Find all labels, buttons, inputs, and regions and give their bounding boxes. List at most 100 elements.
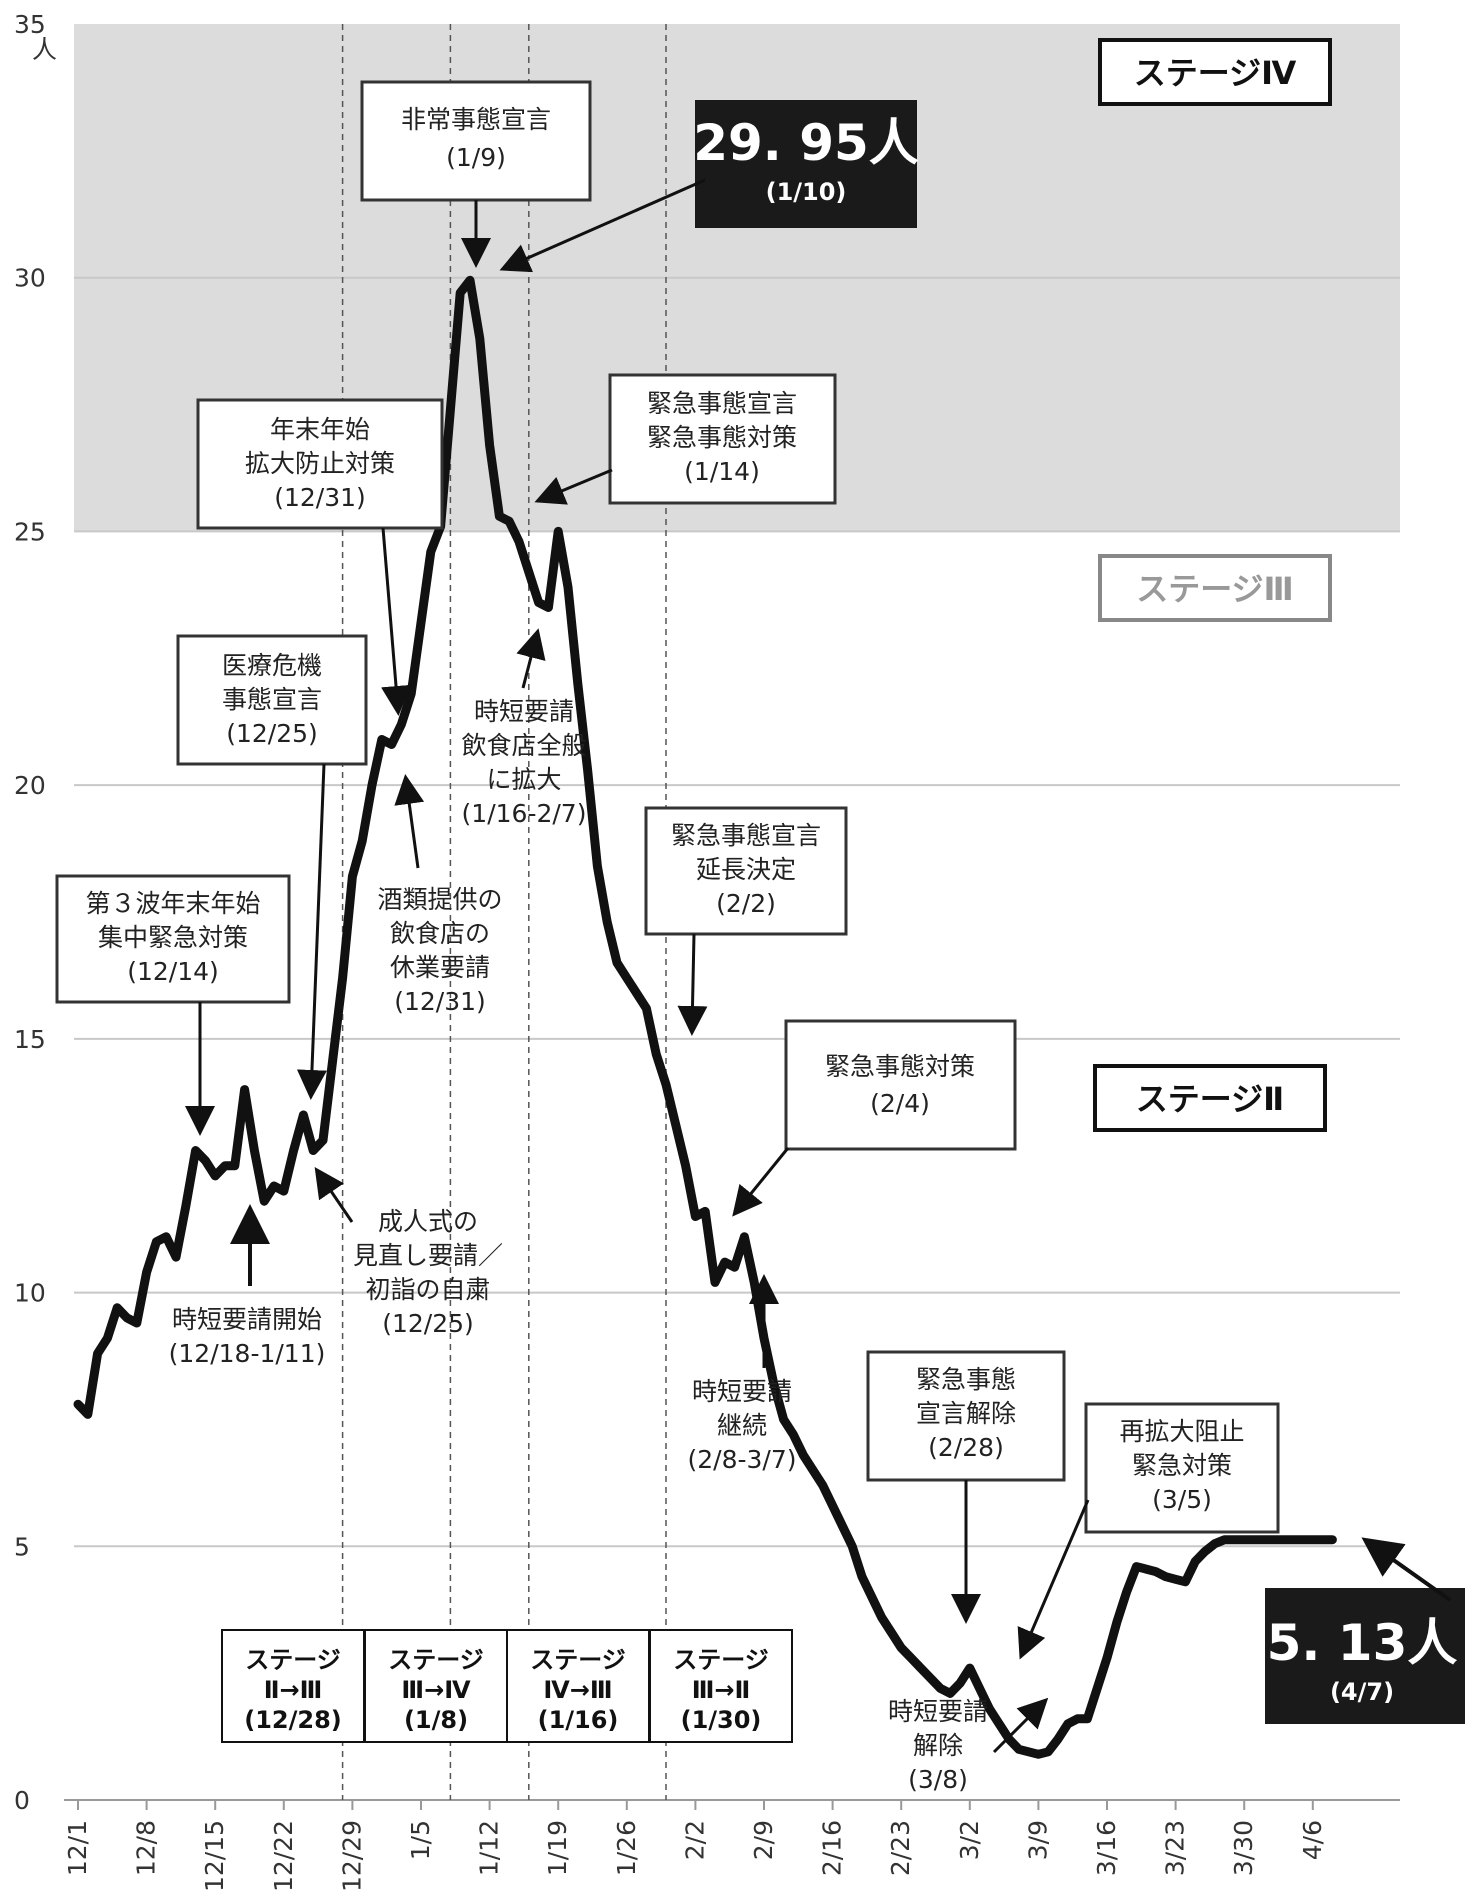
svg-text:(2/2): (2/2) xyxy=(716,889,776,918)
medical-crisis-arrow xyxy=(296,763,327,1100)
emergency-measures-arrow xyxy=(732,1147,790,1217)
y-tick-label: 30 xyxy=(14,264,46,293)
series-point xyxy=(449,409,451,411)
transition-stages: Ⅳ→Ⅲ xyxy=(543,1676,612,1704)
series-point xyxy=(557,530,559,532)
y-tick-label: 10 xyxy=(14,1279,46,1308)
x-tick-label: 1/26 xyxy=(612,1820,641,1876)
x-tick-label: 3/30 xyxy=(1229,1820,1258,1876)
svg-text:時短要請: 時短要請 xyxy=(474,697,574,726)
svg-text:第３波年末年始: 第３波年末年始 xyxy=(85,889,260,918)
series-point xyxy=(645,1007,647,1009)
x-tick-label: 2/23 xyxy=(886,1820,915,1876)
series-point xyxy=(234,1165,236,1167)
svg-text:(4/7): (4/7) xyxy=(1330,1678,1394,1706)
x-tick-label: 3/23 xyxy=(1161,1820,1190,1876)
series-point xyxy=(1175,1578,1177,1580)
series-point xyxy=(528,571,530,573)
series-point xyxy=(773,1383,775,1385)
series-point xyxy=(949,1692,951,1694)
y-tick-label: 20 xyxy=(14,771,46,800)
series-points xyxy=(77,279,1333,1755)
svg-text:飲食店の: 飲食店の xyxy=(390,919,490,948)
series-point xyxy=(1165,1576,1167,1578)
svg-text:年末年始: 年末年始 xyxy=(270,415,370,444)
series-point xyxy=(1312,1539,1314,1541)
series-point xyxy=(322,1139,324,1141)
svg-text:(1/10): (1/10) xyxy=(766,178,847,206)
series-point xyxy=(253,1149,255,1151)
series-point xyxy=(1214,1543,1216,1545)
series-point xyxy=(1037,1753,1039,1755)
series-point xyxy=(930,1677,932,1679)
x-tick-label: 2/9 xyxy=(749,1820,778,1860)
series-point xyxy=(1322,1539,1324,1541)
series-point xyxy=(1184,1581,1186,1583)
extension-arrow xyxy=(677,933,708,1036)
svg-text:(2/4): (2/4) xyxy=(870,1089,930,1118)
svg-text:緊急事態宣言: 緊急事態宣言 xyxy=(671,821,821,850)
series-point xyxy=(165,1236,167,1238)
svg-text:に拡大: に拡大 xyxy=(486,765,561,794)
stage-transitions: ステージⅡ→Ⅲ(12/28)ステージⅢ→Ⅳ(1/8)ステージⅣ→Ⅲ(1/16)ス… xyxy=(221,1629,793,1743)
series-point xyxy=(400,723,402,725)
series-point xyxy=(577,683,579,685)
series-point xyxy=(1204,1550,1206,1552)
transition-title: ステージ xyxy=(673,1646,769,1674)
x-tick-label: 12/22 xyxy=(269,1820,298,1892)
shorthours-expand-note: 時短要請 飲食店全般 に拡大 (1/16-2/7) xyxy=(461,697,586,828)
transition-title: ステージ xyxy=(245,1646,341,1674)
svg-text:(1/14): (1/14) xyxy=(684,457,760,486)
y-tick-label: 15 xyxy=(14,1025,46,1054)
series-point xyxy=(959,1682,961,1684)
shorthours-lift-note: 時短要請 解除 (3/8) xyxy=(888,1697,988,1794)
series-point xyxy=(890,1632,892,1634)
series-point xyxy=(832,1505,834,1507)
series-point xyxy=(616,962,618,964)
series-point xyxy=(1096,1687,1098,1689)
year-end-measures-box: 年末年始 拡大防止対策 (12/31) xyxy=(196,398,444,530)
series-point xyxy=(734,1266,736,1268)
series-point xyxy=(1047,1751,1049,1753)
series-point xyxy=(332,1058,334,1060)
stage-transition-box: ステージⅣ→Ⅲ(1/16) xyxy=(506,1629,650,1743)
svg-text:医療危機: 医療危機 xyxy=(222,651,322,680)
transition-date: (1/30) xyxy=(681,1706,762,1734)
national-emergency-box: 緊急事態宣言 緊急事態対策 (1/14) xyxy=(608,373,837,505)
series-point xyxy=(988,1708,990,1710)
series-point xyxy=(155,1241,157,1243)
transition-stages: Ⅱ→Ⅲ xyxy=(264,1676,323,1704)
series-point xyxy=(538,601,540,603)
svg-text:ステージⅢ: ステージⅢ xyxy=(1136,570,1294,608)
series-point xyxy=(675,1124,677,1126)
svg-text:緊急事態宣言: 緊急事態宣言 xyxy=(647,389,797,418)
svg-text:緊急事態: 緊急事態 xyxy=(916,1365,1016,1394)
series-point xyxy=(391,744,393,746)
series-point xyxy=(371,784,373,786)
series-point xyxy=(714,1281,716,1283)
series-point xyxy=(361,840,363,842)
svg-text:(1/16-2/7): (1/16-2/7) xyxy=(462,799,587,828)
x-tick-label: 1/19 xyxy=(543,1820,572,1876)
series-point xyxy=(547,607,549,609)
series-point xyxy=(214,1175,216,1177)
series-point xyxy=(420,622,422,624)
transition-stages: Ⅲ→Ⅳ xyxy=(401,1676,471,1704)
series-point xyxy=(430,551,432,553)
series-point xyxy=(1253,1539,1255,1541)
series-point xyxy=(351,875,353,877)
series-point xyxy=(724,1261,726,1263)
liquor-arrow xyxy=(394,774,425,869)
series-point xyxy=(195,1149,197,1151)
svg-text:継続: 継続 xyxy=(717,1411,767,1440)
series-point xyxy=(1145,1568,1147,1570)
series-point xyxy=(381,738,383,740)
transition-title: ステージ xyxy=(388,1646,484,1674)
svg-text:休業要請: 休業要請 xyxy=(390,953,490,982)
latest-value-box: 5. 13人 (4/7) xyxy=(1265,1588,1465,1724)
x-axis-ticks: 12/1 12/8 12/15 12/22 12/29 1/5 1/12 1/19 1/26 2/… xyxy=(63,1800,1327,1892)
series-point xyxy=(293,1149,295,1151)
third-wave-box: 第３波年末年始 集中緊急対策 (12/14) xyxy=(55,874,291,1004)
y-axis-unit: 人 xyxy=(32,35,57,64)
